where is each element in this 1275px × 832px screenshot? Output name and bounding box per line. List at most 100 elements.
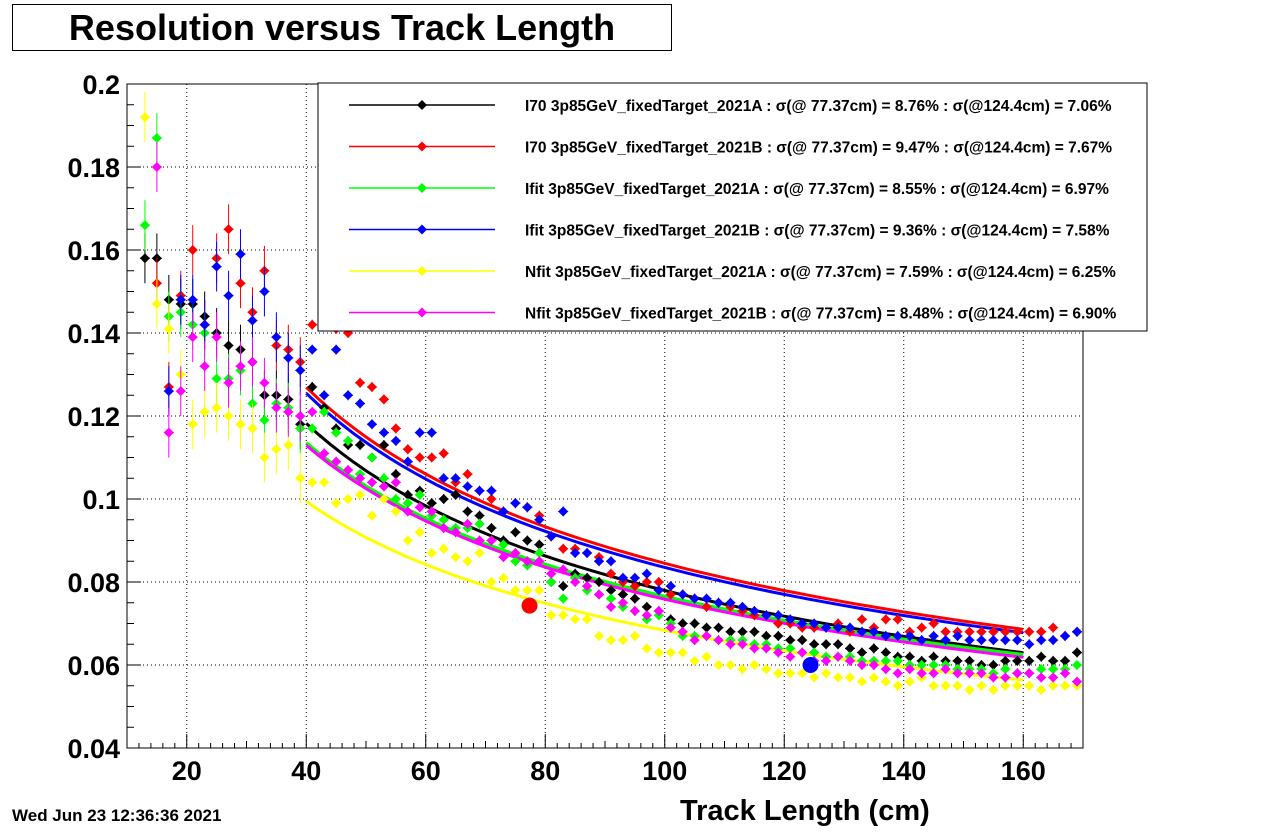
- data-point: [988, 660, 999, 670]
- data-point: [163, 386, 174, 397]
- data-point: [1072, 647, 1083, 658]
- data-point: [151, 132, 162, 143]
- data-point: [856, 660, 867, 670]
- data-point: [378, 481, 389, 492]
- data-point: [247, 315, 258, 326]
- data-point: [498, 506, 509, 517]
- chart-title-box: Resolution versus Track Length: [12, 4, 672, 51]
- y-tick-label: 0.14: [67, 319, 120, 349]
- data-point: [617, 572, 628, 583]
- data-point: [737, 639, 748, 650]
- data-point: [390, 435, 401, 446]
- data-point: [498, 552, 509, 563]
- data-point: [283, 352, 294, 363]
- highlight-marker: [802, 657, 819, 673]
- data-point: [677, 626, 688, 637]
- data-point: [139, 112, 150, 123]
- data-point: [892, 655, 903, 666]
- data-point: [713, 635, 724, 646]
- y-tick-label: 0.18: [67, 153, 120, 183]
- data-point: [737, 626, 748, 637]
- data-point: [1048, 622, 1059, 633]
- data-point: [1036, 664, 1047, 675]
- data-point: [426, 427, 437, 438]
- data-point: [1012, 668, 1023, 679]
- x-tick-label: 20: [172, 756, 202, 786]
- fit-curve: [305, 441, 1024, 656]
- data-point: [366, 477, 377, 488]
- data-point: [605, 635, 616, 646]
- data-point: [809, 672, 820, 683]
- data-point: [534, 585, 545, 596]
- data-point: [928, 618, 939, 629]
- data-point: [844, 622, 855, 633]
- data-point: [797, 647, 808, 658]
- data-point: [880, 655, 891, 666]
- data-point: [629, 593, 640, 604]
- data-point: [438, 473, 449, 484]
- data-point: [570, 547, 581, 558]
- data-point: [605, 593, 616, 604]
- data-point: [414, 502, 425, 513]
- data-point: [343, 464, 354, 475]
- data-point: [211, 402, 222, 413]
- data-point: [366, 419, 377, 430]
- data-point: [498, 572, 509, 583]
- data-point: [390, 469, 401, 480]
- legend-label: Nfit 3p85GeV_fixedTarget_2021A : σ(@ 77.…: [525, 264, 1116, 281]
- data-point: [558, 543, 569, 554]
- data-point: [976, 635, 987, 646]
- data-point: [378, 394, 389, 405]
- data-point: [880, 676, 891, 687]
- data-point: [235, 419, 246, 430]
- data-point: [558, 581, 569, 592]
- data-point: [916, 668, 927, 679]
- data-point: [259, 452, 270, 463]
- data-point: [617, 635, 628, 646]
- data-point: [534, 547, 545, 558]
- data-point: [988, 626, 999, 637]
- data-point: [1036, 672, 1047, 683]
- data-point: [486, 577, 497, 587]
- data-point: [271, 402, 282, 413]
- data-point: [546, 610, 557, 621]
- data-point: [426, 452, 437, 463]
- series-points: [163, 229, 1083, 650]
- y-tick-label: 0.08: [67, 568, 120, 598]
- data-point: [797, 635, 808, 646]
- data-point: [235, 249, 246, 260]
- legend-marker: [417, 224, 427, 235]
- data-point: [940, 664, 951, 675]
- data-point: [665, 589, 676, 600]
- data-point: [1000, 672, 1011, 683]
- data-point: [1012, 626, 1023, 637]
- data-point: [331, 498, 342, 509]
- data-point: [964, 626, 975, 637]
- data-point: [1048, 680, 1059, 691]
- data-point: [319, 448, 330, 459]
- data-point: [331, 456, 342, 467]
- data-point: [641, 610, 652, 621]
- data-point: [558, 610, 569, 621]
- data-point: [498, 539, 509, 550]
- y-tick-label: 0.04: [67, 734, 120, 764]
- data-point: [892, 630, 903, 641]
- data-point: [510, 547, 521, 558]
- data-point: [558, 593, 569, 604]
- y-tick-label: 0.06: [67, 651, 120, 681]
- data-point: [235, 278, 246, 289]
- data-point: [701, 630, 712, 641]
- data-point: [426, 498, 437, 509]
- data-point: [844, 643, 855, 654]
- data-point: [701, 601, 712, 612]
- legend-box: [317, 82, 1148, 332]
- data-point: [653, 606, 664, 617]
- data-point: [928, 680, 939, 691]
- data-point: [988, 672, 999, 683]
- data-point: [904, 651, 915, 662]
- data-point: [450, 552, 461, 563]
- data-point: [450, 473, 461, 484]
- x-tick-label: 40: [291, 756, 321, 786]
- data-point: [1012, 635, 1023, 646]
- data-point: [761, 664, 772, 675]
